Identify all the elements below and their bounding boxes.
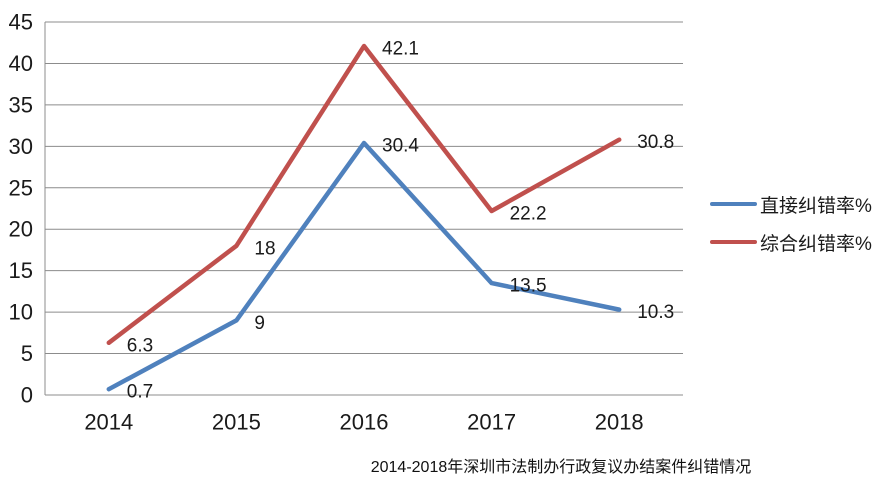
y-tick-label: 30 bbox=[9, 134, 33, 159]
data-label-series-1: 42.1 bbox=[382, 39, 419, 60]
x-tick-label: 2015 bbox=[212, 410, 261, 435]
legend-label: 综合纠错率% bbox=[760, 233, 872, 255]
data-label-series-1: 6.3 bbox=[127, 335, 153, 356]
data-label-series-0: 9 bbox=[254, 313, 265, 334]
y-tick-label: 5 bbox=[21, 341, 33, 366]
data-label-series-0: 0.7 bbox=[127, 382, 153, 403]
legend-item-series-0: 直接纠错率% bbox=[710, 194, 872, 217]
y-tick-label: 15 bbox=[9, 258, 33, 283]
legend-line-icon bbox=[710, 240, 757, 244]
y-tick-label: 10 bbox=[9, 300, 33, 325]
data-label-series-0: 10.3 bbox=[637, 302, 674, 323]
legend-label: 直接纠错率% bbox=[760, 195, 872, 217]
legend-item-series-1: 综合纠错率% bbox=[710, 232, 872, 255]
y-tick-label: 25 bbox=[9, 175, 33, 200]
y-tick-label: 20 bbox=[9, 217, 33, 242]
y-tick-label: 0 bbox=[21, 383, 33, 408]
y-tick-label: 45 bbox=[9, 10, 33, 35]
x-tick-label: 2016 bbox=[340, 410, 389, 435]
y-tick-label: 40 bbox=[9, 51, 33, 76]
x-tick-label: 2014 bbox=[84, 410, 133, 435]
data-label-series-0: 13.5 bbox=[510, 276, 547, 297]
y-tick-label: 35 bbox=[9, 92, 33, 117]
data-label-series-0: 30.4 bbox=[382, 136, 419, 157]
legend: 直接纠错率% 综合纠错率% bbox=[710, 194, 872, 270]
series-line-1 bbox=[106, 43, 622, 346]
data-label-series-1: 18 bbox=[254, 238, 275, 259]
series-line-0 bbox=[106, 140, 622, 392]
x-tick-label: 2017 bbox=[467, 410, 516, 435]
legend-line-icon bbox=[710, 202, 757, 206]
chart-title: 2014-2018年深圳市法制办行政复议办结案件纠错情况 bbox=[370, 459, 752, 476]
x-tick-label: 2018 bbox=[595, 410, 644, 435]
data-label-series-1: 22.2 bbox=[510, 203, 547, 224]
data-label-series-1: 30.8 bbox=[637, 132, 674, 153]
